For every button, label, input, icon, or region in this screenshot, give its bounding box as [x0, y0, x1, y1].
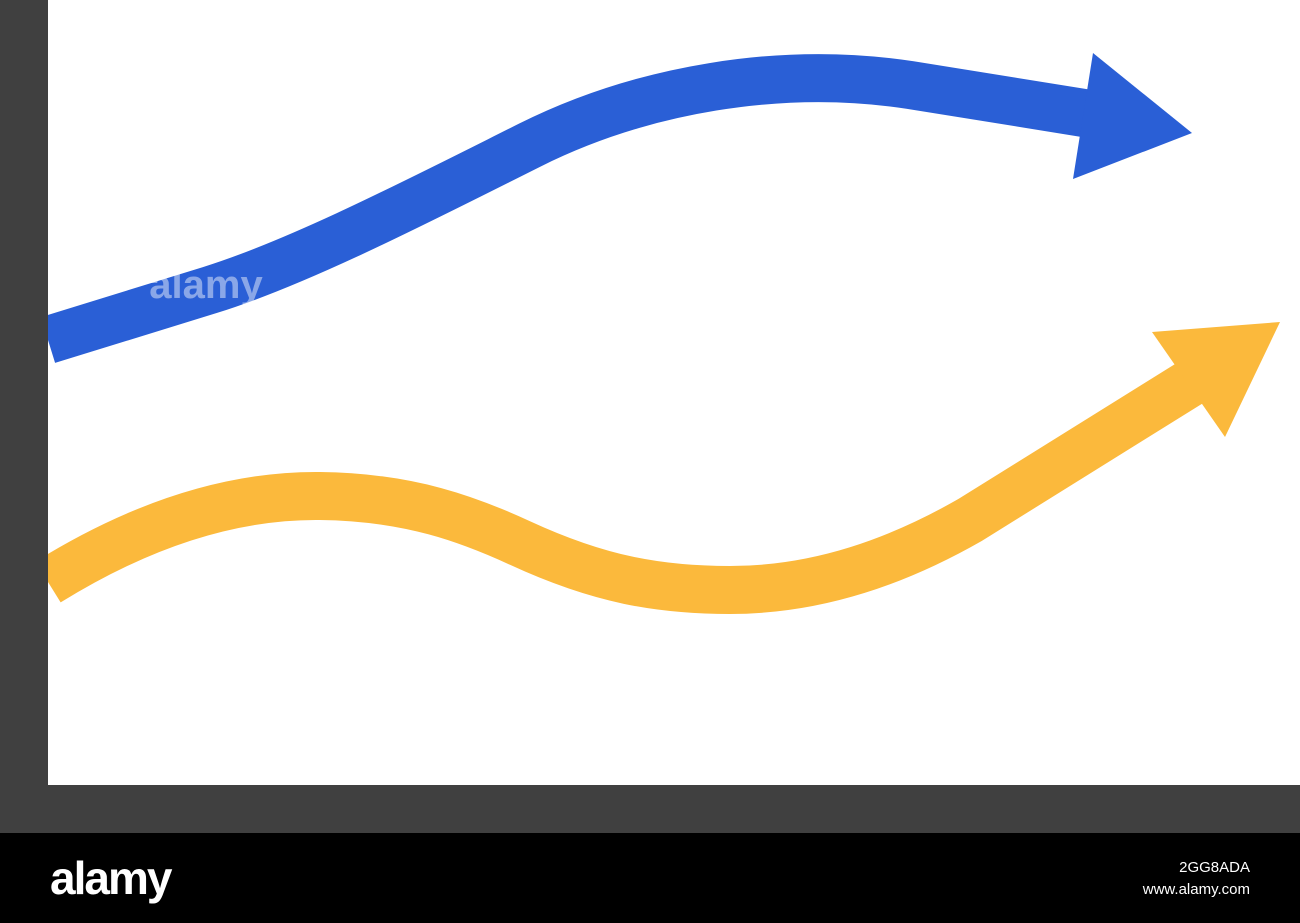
footer-image-id: 2GG8ADA — [1179, 859, 1250, 876]
y-axis-bar — [0, 0, 48, 833]
blue-arrow-shaft — [40, 54, 1094, 363]
watermark: alamy — [149, 263, 263, 307]
footer-bar — [0, 833, 1300, 923]
footer-logo: alamy — [50, 852, 173, 904]
yellow-arrow-shaft — [35, 362, 1203, 615]
blue-arrow-head — [1073, 53, 1192, 179]
yellow-arrow-head — [1152, 322, 1280, 437]
footer-url: www.alamy.com — [1142, 881, 1250, 898]
x-axis-bar — [0, 785, 1300, 833]
